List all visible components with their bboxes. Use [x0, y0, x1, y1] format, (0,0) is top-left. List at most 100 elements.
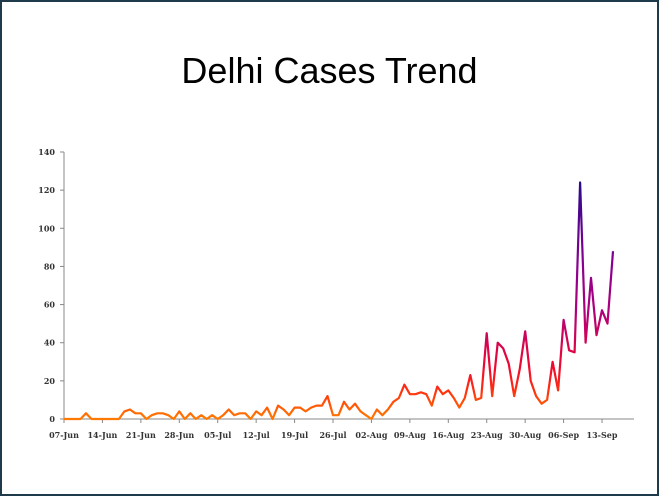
data-point [585, 342, 587, 344]
data-point [283, 408, 285, 410]
data-point [563, 319, 565, 321]
y-tick-label: 120 [38, 185, 55, 195]
data-point [464, 397, 466, 399]
data-point [497, 342, 499, 344]
data-point [420, 391, 422, 393]
data-point [552, 361, 554, 363]
data-point [178, 410, 180, 412]
data-point [354, 403, 356, 405]
data-point [222, 414, 224, 416]
data-point [436, 386, 438, 388]
x-tick-label: 23-Aug [471, 430, 503, 440]
data-point [409, 393, 411, 395]
data-point [475, 399, 477, 401]
data-point [338, 414, 340, 416]
data-point [112, 418, 114, 420]
data-point [63, 418, 65, 420]
x-tick-label: 13-Sep [587, 430, 618, 440]
data-point [519, 368, 521, 370]
data-point [596, 334, 598, 336]
data-point [68, 418, 70, 420]
x-tick-label: 28-Jun [164, 430, 194, 440]
data-point [398, 397, 400, 399]
x-tick-label: 19-Jul [281, 430, 308, 440]
data-point [244, 412, 246, 414]
data-point [184, 418, 186, 420]
data-point [305, 410, 307, 412]
data-point [167, 414, 169, 416]
data-point [261, 414, 263, 416]
x-tick-label: 26-Jul [319, 430, 346, 440]
data-point [90, 418, 92, 420]
x-tick-label: 09-Aug [394, 430, 426, 440]
y-tick-label: 20 [44, 376, 56, 386]
data-point [557, 389, 559, 391]
x-tick-label: 05-Jul [204, 430, 231, 440]
data-point [200, 414, 202, 416]
data-point [370, 418, 372, 420]
data-point [316, 405, 318, 407]
data-point [491, 395, 493, 397]
data-point [469, 374, 471, 376]
data-point [79, 418, 81, 420]
data-point [376, 408, 378, 410]
series-line-cases [64, 181, 615, 421]
data-point [458, 407, 460, 409]
data-point [250, 418, 252, 420]
data-point [359, 410, 361, 412]
data-point [541, 403, 543, 405]
x-tick-label: 12-Jul [243, 430, 270, 440]
data-point [118, 418, 120, 420]
data-point [140, 412, 142, 414]
data-point [74, 418, 76, 420]
x-tick-label: 07-Jun [49, 430, 79, 440]
data-point [425, 393, 427, 395]
data-point [173, 418, 175, 420]
x-tick-label: 30-Aug [509, 430, 541, 440]
x-tick-label: 21-Jun [126, 430, 156, 440]
data-point [299, 407, 301, 409]
data-point [233, 414, 235, 416]
data-point [277, 405, 279, 407]
data-point [151, 414, 153, 416]
data-point [590, 277, 592, 279]
data-point [513, 395, 515, 397]
x-tick-label: 14-Jun [87, 430, 117, 440]
data-point [530, 380, 532, 382]
data-point [211, 414, 213, 416]
data-point [508, 363, 510, 365]
y-tick-label: 60 [44, 300, 56, 310]
data-point [502, 347, 504, 349]
data-point [403, 384, 405, 386]
data-point [217, 418, 219, 420]
data-point [486, 332, 488, 334]
data-point [145, 418, 147, 420]
data-point [524, 330, 526, 332]
data-point [480, 397, 482, 399]
data-point [535, 395, 537, 397]
data-point [612, 250, 614, 252]
data-point [85, 412, 87, 414]
data-point [134, 412, 136, 414]
data-point [101, 418, 103, 420]
y-tick-label: 0 [49, 414, 55, 424]
data-point [156, 412, 158, 414]
data-point [387, 408, 389, 410]
data-point [601, 309, 603, 311]
data-point [123, 410, 125, 412]
data-point [568, 349, 570, 351]
data-point [332, 414, 334, 416]
x-tick-label: 06-Sep [548, 430, 579, 440]
data-point [453, 397, 455, 399]
x-tick-label: 16-Aug [432, 430, 464, 440]
data-point [228, 408, 230, 410]
data-point [255, 410, 257, 412]
data-point [348, 408, 350, 410]
data-point [96, 418, 98, 420]
data-point [442, 393, 444, 395]
data-point [343, 401, 345, 403]
chart-title: Delhi Cases Trend [181, 50, 478, 91]
y-tick-label: 100 [38, 223, 55, 233]
